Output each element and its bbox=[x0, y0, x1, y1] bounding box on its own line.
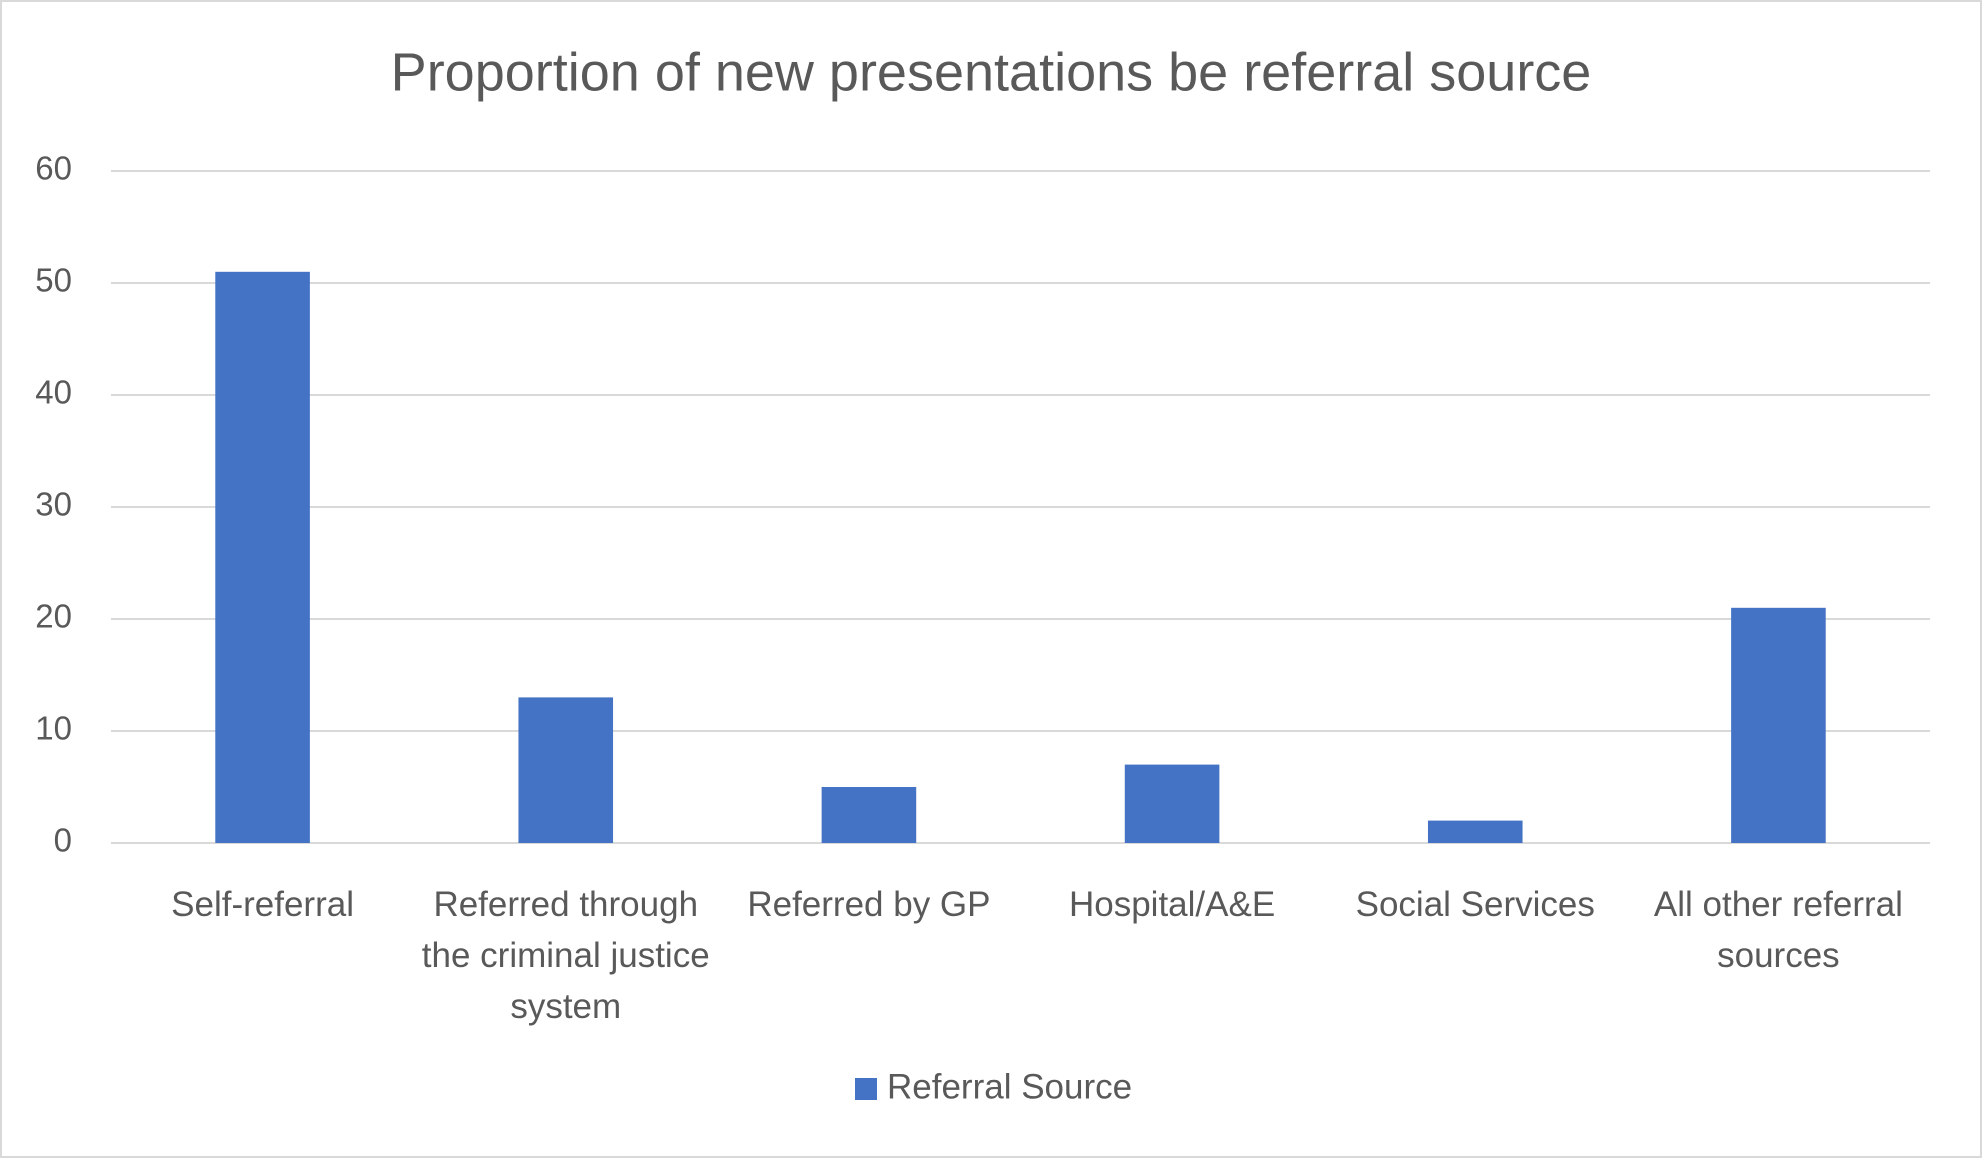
x-tick-label: Referred by GP bbox=[747, 885, 991, 924]
y-tick-label: 60 bbox=[35, 150, 72, 187]
bar bbox=[518, 697, 614, 843]
bar bbox=[821, 787, 917, 843]
y-tick-label: 0 bbox=[54, 822, 72, 859]
x-tick-label: Referred through the criminal justice sy… bbox=[421, 885, 710, 1026]
x-tick-label: Social Services bbox=[1355, 885, 1595, 924]
bar bbox=[1731, 607, 1826, 843]
bar bbox=[1124, 764, 1220, 843]
y-tick-label: 50 bbox=[35, 262, 72, 299]
legend-swatch bbox=[855, 1078, 877, 1100]
chart-title: Proportion of new presentations be refer… bbox=[391, 42, 1592, 102]
x-tick-label: All other referral sources bbox=[1653, 885, 1903, 975]
x-tick-label: Self-referral bbox=[171, 885, 354, 924]
x-tick-label: Hospital/A&E bbox=[1068, 885, 1276, 924]
y-tick-label: 30 bbox=[35, 486, 72, 523]
bar bbox=[215, 271, 310, 843]
y-tick-label: 10 bbox=[35, 710, 72, 747]
legend-label: Referral Source bbox=[887, 1067, 1132, 1106]
bar bbox=[1427, 820, 1523, 843]
y-tick-label: 40 bbox=[35, 374, 72, 411]
y-tick-label: 20 bbox=[35, 598, 72, 635]
